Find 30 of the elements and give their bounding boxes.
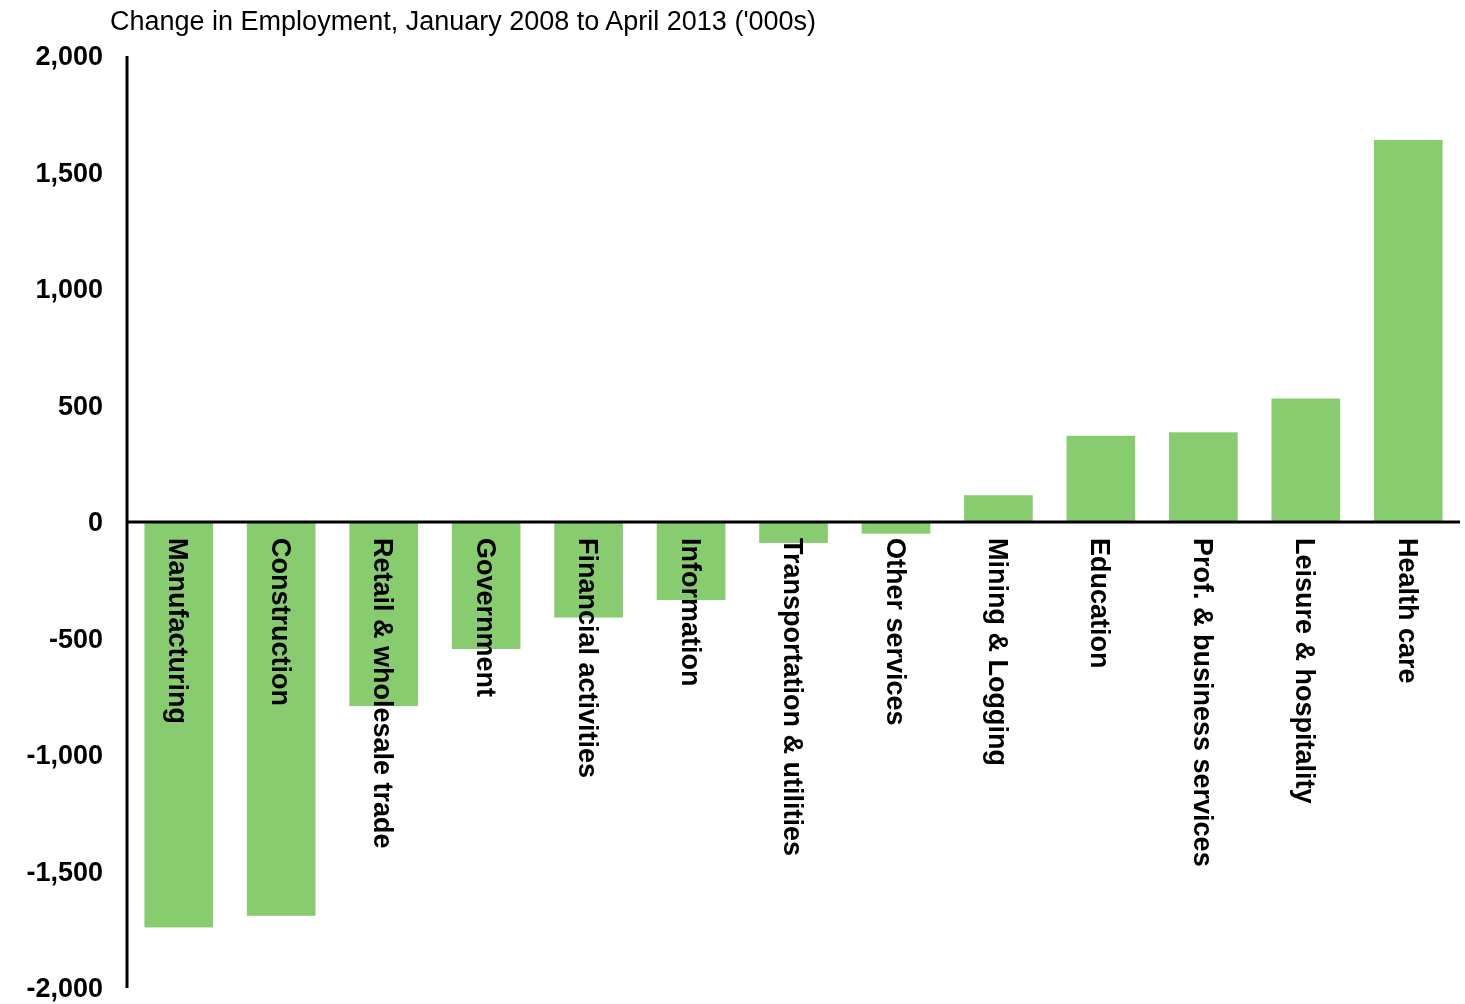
y-tick-label: -1,500 [26,856,103,887]
y-tick-label: -2,000 [26,973,103,1004]
x-tick-label: Health care [1392,538,1423,684]
bar [1373,139,1443,522]
x-tick-label: Information [675,538,706,687]
y-tick-label: 500 [57,390,103,421]
bar [246,522,316,916]
y-tick-label: 1,000 [35,274,103,305]
x-tick-label: Financial activities [573,538,604,779]
bar [1271,398,1341,522]
x-tick-label: Construction [265,538,296,706]
x-tick-label: Other services [880,538,911,726]
y-tick-label: 0 [87,507,103,538]
x-tick-label: Education [1085,538,1116,669]
x-tick-label: Transportation & utilities [778,538,809,857]
bar [964,495,1033,522]
x-tick-label: Prof. & business services [1187,538,1218,867]
x-tick-label: Retail & wholesale trade [368,538,399,849]
chart-title: Change in Employment, January 2008 to April 2013 ('000s) [110,6,817,36]
y-tick-label: -500 [48,623,103,654]
bar [1169,432,1238,522]
x-tick-label: Manufacturing [163,538,194,724]
bar [1066,435,1136,522]
y-tick-label: 2,000 [35,41,103,72]
y-tick-label: -1,000 [26,740,103,771]
y-tick-label: 1,500 [35,157,103,188]
x-tick-label: Mining & Logging [982,538,1013,766]
x-tick-label: Leisure & hospitality [1290,538,1321,804]
x-tick-label: Government [470,538,501,698]
bar [144,522,214,928]
